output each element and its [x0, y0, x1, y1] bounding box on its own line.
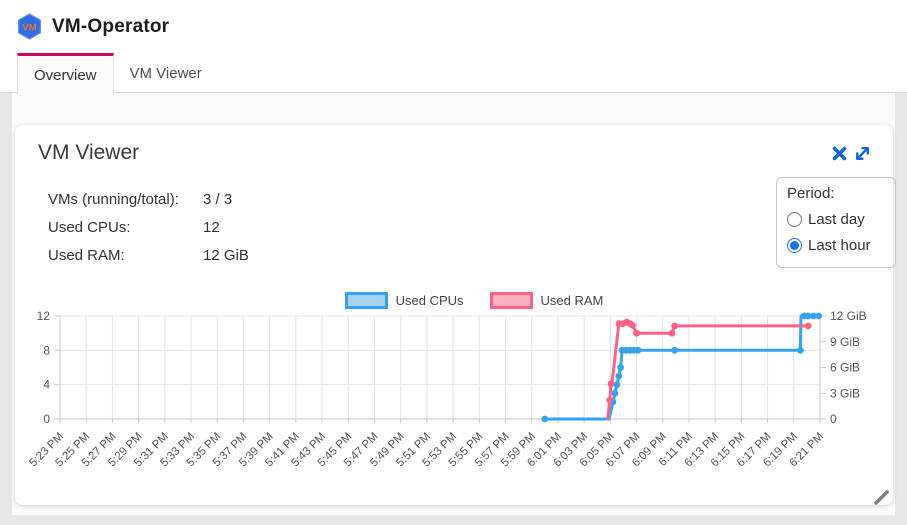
resize-handle-icon[interactable] — [872, 487, 892, 507]
tab-overview[interactable]: Overview — [17, 53, 114, 94]
stats-list: VMs (running/total): 3 / 3 Used CPUs: 12… — [48, 185, 249, 269]
stat-label-cpus: Used CPUs: — [48, 218, 131, 236]
legend-item-used-ram[interactable]: Used RAM — [489, 292, 604, 309]
header-background — [0, 0, 907, 93]
expand-icon[interactable] — [854, 145, 871, 167]
tabbar-divider — [0, 92, 907, 93]
card-title: VM Viewer — [38, 141, 140, 164]
legend-label-used-ram: Used RAM — [540, 293, 604, 308]
period-option-last-hour-label: Last hour — [808, 236, 871, 254]
app-logo-icon: VM — [16, 13, 43, 40]
stat-label-vms: VMs (running/total): — [48, 190, 179, 208]
svg-text:VM: VM — [22, 22, 36, 33]
stat-row-ram: Used RAM: 12 GiB — [48, 241, 249, 269]
tab-vm-viewer[interactable]: VM Viewer — [114, 53, 218, 93]
legend-label-used-cpus: Used CPUs — [395, 293, 464, 308]
stat-value-cpus: 12 — [203, 218, 220, 236]
stat-label-ram: Used RAM: — [48, 246, 125, 264]
tabbar: Overview VM Viewer — [17, 53, 218, 94]
vm-viewer-card: VM Viewer VMs (running/total): 3 / 3 Use… — [15, 125, 896, 505]
card-actions — [832, 145, 871, 167]
tab-overview-label: Overview — [34, 66, 97, 84]
period-radio-last-hour[interactable] — [787, 237, 802, 253]
stat-value-ram: 12 GiB — [203, 246, 249, 264]
tab-vm-viewer-label: VM Viewer — [129, 64, 202, 82]
app-header: VM VM-Operator — [0, 0, 907, 53]
period-label: Period: — [787, 185, 835, 202]
stat-value-vms: 3 / 3 — [203, 190, 233, 208]
app-title: VM-Operator — [52, 15, 170, 37]
chart-legend: Used CPUs Used RAM — [55, 292, 893, 309]
period-option-last-day-label: Last day — [808, 210, 865, 228]
period-selector: Period: Last day Last hour — [776, 177, 896, 268]
stat-row-cpus: Used CPUs: 12 — [48, 213, 249, 241]
close-icon[interactable] — [832, 146, 847, 166]
cpu-legend-swatch-icon — [344, 292, 388, 309]
stat-row-vms: VMs (running/total): 3 / 3 — [48, 185, 249, 213]
ram-legend-swatch-icon — [489, 292, 533, 309]
period-option-last-hour[interactable]: Last hour — [787, 232, 885, 258]
legend-item-used-cpus[interactable]: Used CPUs — [344, 292, 464, 309]
period-option-last-day[interactable]: Last day — [787, 206, 885, 232]
period-radio-last-day[interactable] — [787, 211, 802, 227]
